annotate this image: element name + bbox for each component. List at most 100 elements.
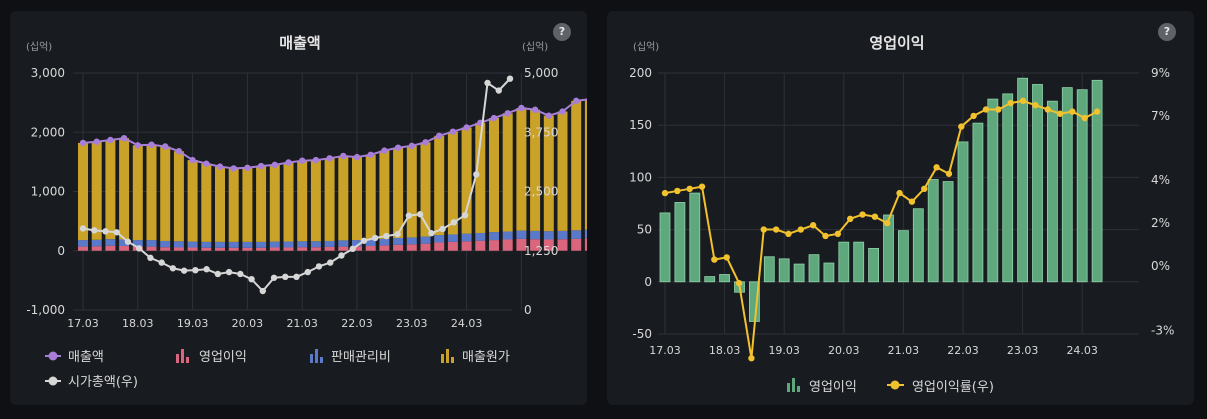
x-axis-tick-label: 19.03 [768, 344, 800, 357]
sga-bar [119, 239, 130, 247]
operating-profit-bar [201, 247, 212, 251]
legend-item-cogs[interactable]: 매출원가 [441, 349, 510, 365]
sales-point [367, 151, 374, 158]
chart-title: 영업이익 [869, 34, 924, 52]
cogs-bar [489, 118, 499, 233]
operating-profit-bar [516, 238, 527, 251]
legend: 매출액 영업이익 판매관리비 [45, 349, 510, 390]
op-margin-point [797, 226, 805, 233]
sales-point [134, 142, 141, 149]
sales-point [340, 152, 347, 160]
op-margin-point [995, 106, 1002, 113]
cogs-bar [173, 151, 184, 242]
cogs-bar [571, 100, 582, 231]
op-margin-point [1032, 101, 1039, 109]
sga-bar [146, 240, 157, 247]
cogs-bar [461, 127, 472, 234]
market-cap-point [439, 225, 446, 233]
bars [659, 77, 1103, 322]
x-axis-tick-label: 21.03 [286, 317, 318, 330]
sales-point [79, 139, 87, 147]
left-axis-tick-label: 0 [644, 275, 652, 289]
operating-profit-bar [187, 247, 198, 251]
sales-point [463, 124, 470, 131]
op-margin-point [661, 189, 669, 197]
x-axis-tick-label: 18.03 [122, 317, 154, 330]
operating-profit-bar [659, 212, 671, 283]
legend-marker-icon [48, 351, 58, 361]
x-axis-tick-label: 24.03 [451, 317, 483, 330]
market-cap-point [237, 270, 244, 278]
operating-profit-bar [160, 247, 171, 251]
op-margin-point [1069, 108, 1076, 115]
market-cap-point [405, 212, 413, 219]
legend-label: 영업이익 [199, 350, 247, 365]
axes: -50 0 50 100 150 200 -3% 0% 2% 4% 7% 9% 17.03 18.03 19… [629, 66, 1174, 357]
op-margin-point [884, 219, 891, 227]
operating-profit-bar [808, 254, 820, 283]
operating-profit-bar [704, 276, 716, 283]
operating-profit-bar [173, 247, 184, 251]
help-icon[interactable]: ? [553, 23, 571, 41]
sga-bar [201, 241, 212, 248]
sales-point [148, 141, 155, 148]
sga-bar [475, 232, 486, 241]
help-icon[interactable]: ? [1158, 23, 1176, 41]
operating-profit-bar [1046, 100, 1058, 283]
cogs-bar [393, 147, 404, 239]
operating-profit-bar [942, 181, 954, 283]
sales-point [107, 136, 114, 144]
cogs-bar [406, 145, 417, 238]
operating-profit-bar [420, 243, 431, 251]
operating-profit-bar [324, 246, 335, 251]
market-cap-point [371, 234, 379, 242]
operating-profit-bar [927, 179, 939, 283]
sga-bar [516, 230, 527, 239]
legend-item-market-cap[interactable]: 시가총액(우) [45, 375, 138, 390]
operating-profit-bar [571, 238, 582, 251]
op-margin-point [896, 189, 903, 197]
left-axis-tick-label: 0 [57, 244, 65, 258]
sales-point [490, 114, 498, 122]
sales-point [518, 104, 525, 112]
op-margin-point [846, 215, 854, 223]
legend-item-sales[interactable]: 매출액 [45, 350, 104, 365]
left-axis-tick-label: 1,000 [31, 185, 65, 199]
operating-profit-bar [987, 98, 999, 283]
sga-bar [530, 230, 541, 240]
op-margin-point [1007, 99, 1014, 107]
cogs-bar [502, 113, 513, 232]
op-margin-point [772, 226, 780, 233]
left-axis-tick-label: 100 [629, 170, 652, 184]
sales-point [504, 110, 511, 117]
sales-point [381, 147, 388, 154]
right-axis-tick-label: 1,250 [524, 244, 558, 258]
right-axis-tick-label: 0% [1151, 259, 1170, 273]
legend-item-op-margin[interactable]: 영업이익률(우) [887, 380, 994, 395]
operating-profit-bar [1017, 77, 1029, 283]
sga-bar [297, 241, 308, 248]
sales-point [299, 157, 306, 164]
sales-point [559, 108, 566, 115]
sga-bar [420, 236, 431, 244]
market-cap-point [113, 229, 120, 236]
cogs-bar [105, 139, 116, 240]
operating-profit-bar [379, 245, 390, 251]
market-cap-point [506, 75, 514, 82]
op-margin-point [760, 226, 767, 233]
right-axis-tick-label: 9% [1151, 66, 1170, 80]
sales-chart-panel: ? 매출액 (십억) (십억) -1,000 0 1,000 2,000 3,000 0 1… [10, 11, 587, 405]
legend-item-operating-profit[interactable]: 영업이익 [787, 378, 857, 395]
market-cap-point [473, 171, 480, 178]
cogs-bar [543, 115, 554, 232]
operating-profit-bar [972, 122, 984, 283]
legend-item-sga[interactable]: 판매관리비 [310, 349, 391, 365]
sales-point [230, 165, 237, 172]
op-margin-point [908, 198, 916, 205]
operating-profit-bar [957, 141, 969, 283]
operating-profit-bar [338, 246, 349, 251]
operating-profit-bar [897, 230, 909, 283]
legend-item-operating-profit[interactable]: 영업이익 [176, 349, 247, 365]
op-margin-point [723, 254, 730, 261]
cogs-bar [160, 146, 171, 241]
